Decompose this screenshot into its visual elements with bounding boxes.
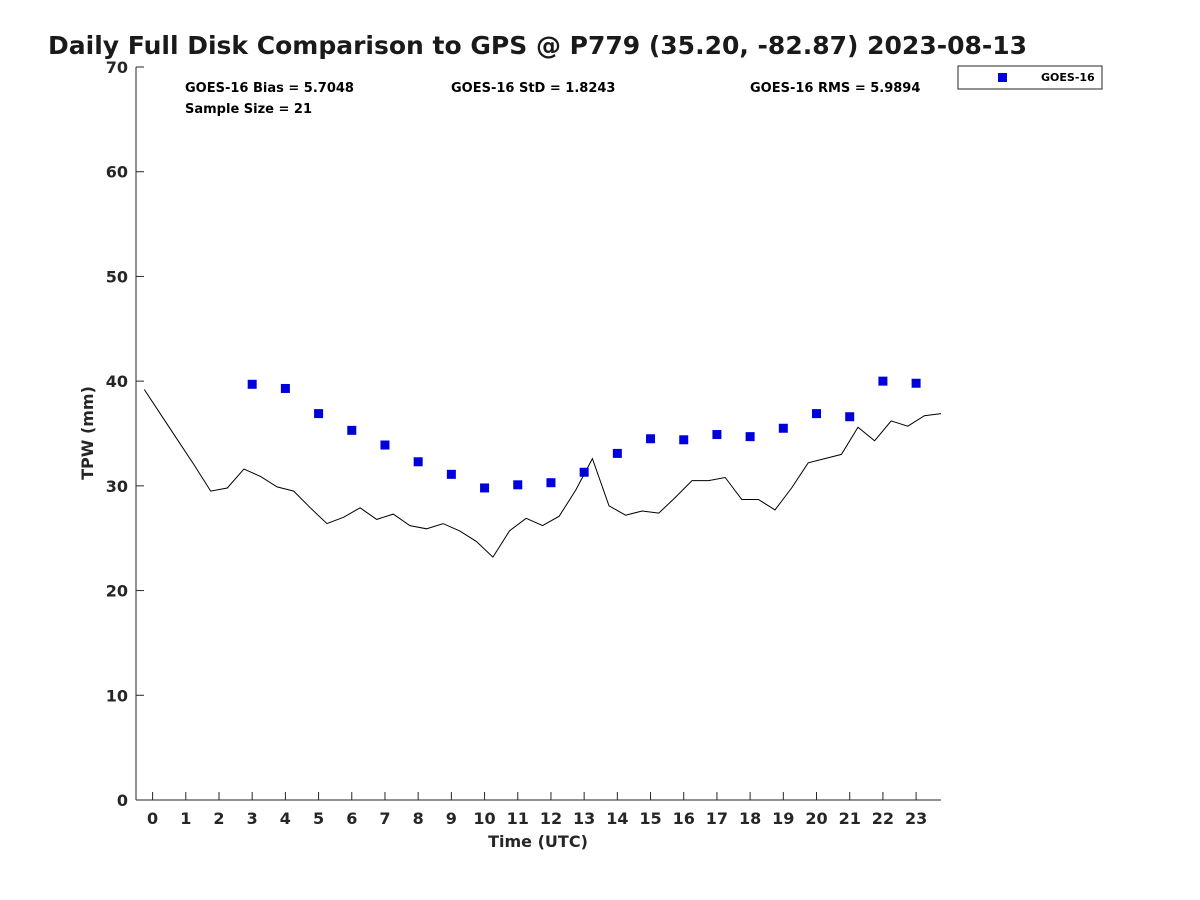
goes-16-point xyxy=(446,469,456,479)
y-tick-label: 70 xyxy=(106,58,128,77)
y-tick-label: 50 xyxy=(106,267,128,286)
goes-16-point xyxy=(745,432,755,442)
x-tick-label: 13 xyxy=(573,809,595,828)
goes-16-point xyxy=(247,379,257,389)
y-tick-label: 60 xyxy=(106,163,128,182)
goes-16-point xyxy=(911,378,921,388)
x-tick-label: 19 xyxy=(772,809,794,828)
x-tick-label: 11 xyxy=(507,809,529,828)
y-tick-label: 40 xyxy=(106,372,128,391)
x-tick-label: 4 xyxy=(280,809,291,828)
x-tick-label: 16 xyxy=(673,809,695,828)
chart-title: Daily Full Disk Comparison to GPS @ P779… xyxy=(48,31,1027,60)
x-tick-label: 23 xyxy=(905,809,927,828)
x-tick-label: 15 xyxy=(639,809,661,828)
goes-16-point xyxy=(845,412,855,422)
x-tick-label: 17 xyxy=(706,809,728,828)
goes-16-point xyxy=(380,440,390,450)
goes-16-point xyxy=(413,457,423,467)
x-tick-label: 6 xyxy=(346,809,357,828)
x-tick-label: 8 xyxy=(413,809,424,828)
goes-16-point xyxy=(612,448,622,458)
goes-16-point xyxy=(712,430,722,440)
goes-16-point xyxy=(778,423,788,433)
y-tick-label: 10 xyxy=(106,686,128,705)
sample-size-stat: Sample Size = 21 xyxy=(185,102,312,117)
x-tick-label: 2 xyxy=(213,809,224,828)
y-axis-label: TPW (mm) xyxy=(78,386,97,480)
legend-marker xyxy=(998,73,1007,82)
y-tick-label: 0 xyxy=(117,791,128,810)
y-ticks: 0 10 20 30 40 50 60 70 xyxy=(106,58,144,810)
x-tick-label: 1 xyxy=(180,809,191,828)
goes-16-point xyxy=(280,383,290,393)
goes-16-series xyxy=(247,376,921,493)
gps-line xyxy=(143,389,942,558)
axes xyxy=(135,67,941,801)
x-tick-label: 7 xyxy=(379,809,390,828)
goes-16-point xyxy=(812,409,822,419)
goes-16-point xyxy=(546,478,556,488)
x-tick-label: 9 xyxy=(446,809,457,828)
goes-16-point xyxy=(314,409,324,419)
goes-16-point xyxy=(480,483,490,493)
x-tick-label: 3 xyxy=(247,809,258,828)
x-tick-label: 5 xyxy=(313,809,324,828)
x-tick-label: 20 xyxy=(805,809,827,828)
goes-16-point xyxy=(878,376,888,386)
x-tick-label: 18 xyxy=(739,809,761,828)
y-tick-label: 20 xyxy=(106,582,128,601)
x-tick-label: 14 xyxy=(606,809,628,828)
x-ticks: 0 1 2 3 4 5 6 7 8 9 10 11 12 13 14 15 16 17 18 19 20 21 22 23 xyxy=(147,792,927,828)
legend: GOES-16 xyxy=(957,65,1103,90)
rms-stat: GOES-16 RMS = 5.9894 xyxy=(750,81,920,96)
gps-series xyxy=(143,389,942,558)
x-axis-label: Time (UTC) xyxy=(488,832,588,851)
x-tick-label: 21 xyxy=(839,809,861,828)
legend-box xyxy=(957,65,1103,90)
legend-label: GOES-16 xyxy=(1041,71,1095,84)
goes-16-point xyxy=(347,425,357,435)
goes-16-point xyxy=(513,480,523,490)
goes-16-point xyxy=(646,434,656,444)
bias-stat: GOES-16 Bias = 5.7048 xyxy=(185,81,354,96)
x-tick-label: 22 xyxy=(872,809,894,828)
x-tick-label: 0 xyxy=(147,809,158,828)
goes-16-point xyxy=(579,467,589,477)
goes-16-point xyxy=(679,435,689,445)
x-tick-label: 10 xyxy=(473,809,495,828)
y-tick-label: 30 xyxy=(106,477,128,496)
std-stat: GOES-16 StD = 1.8243 xyxy=(451,81,615,96)
x-tick-label: 12 xyxy=(540,809,562,828)
